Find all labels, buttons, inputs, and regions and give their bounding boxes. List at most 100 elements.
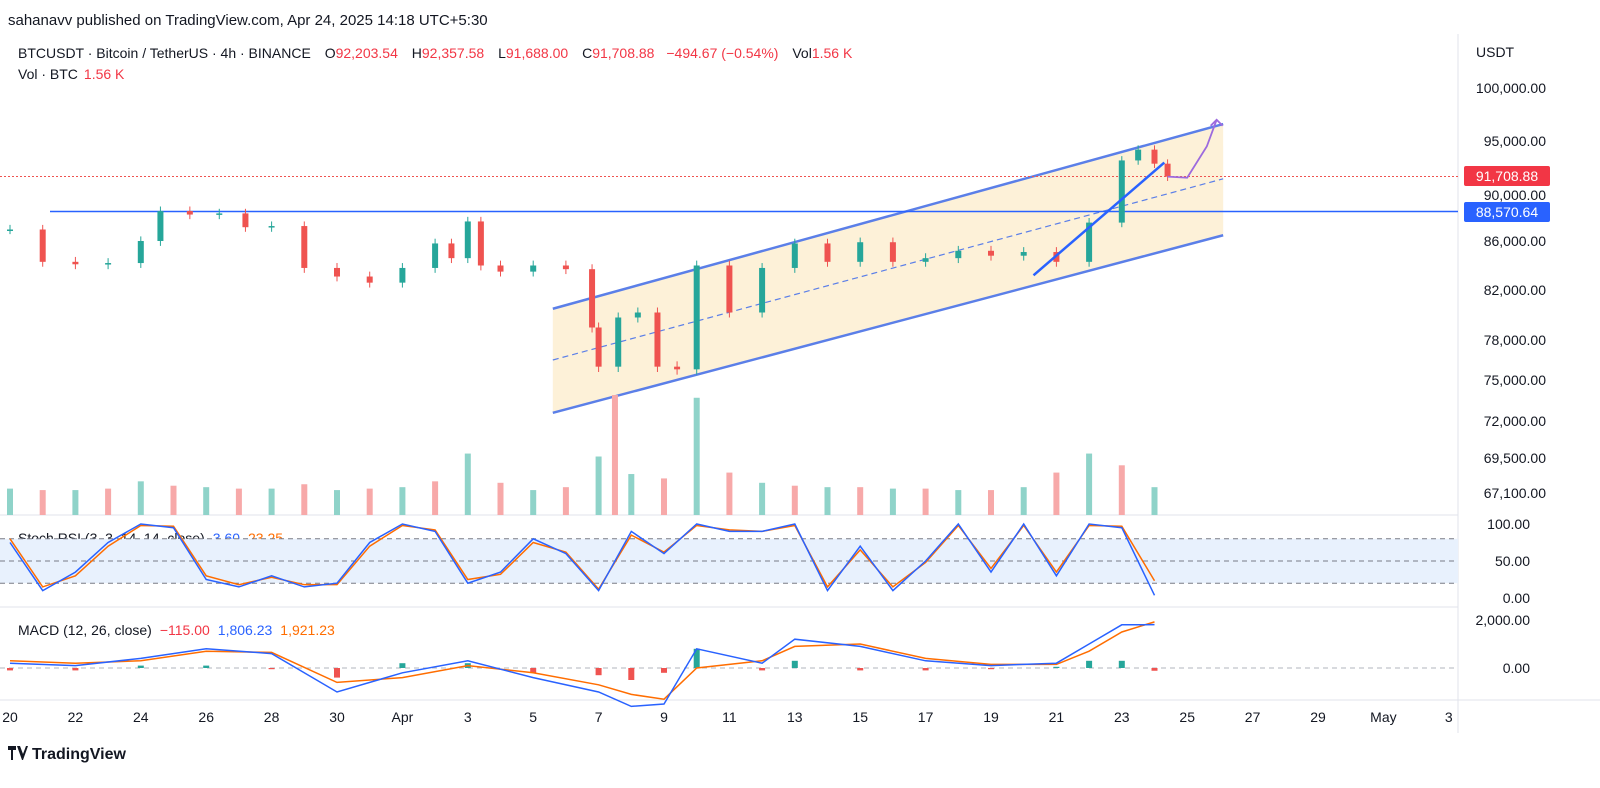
candle-body xyxy=(268,226,275,228)
candle-body xyxy=(589,269,596,328)
close-label: C xyxy=(582,45,593,61)
candle-body xyxy=(448,243,455,259)
candle-body xyxy=(562,265,569,270)
vol-label: Vol xyxy=(792,45,812,61)
macd-label: MACD (12, 26, close) xyxy=(18,622,152,638)
symbol-label: BTCUSDT · Bitcoin / TetherUS · 4h · BINA… xyxy=(18,45,311,61)
volume-bar xyxy=(857,487,864,515)
low-label: L xyxy=(498,45,506,61)
candle-body xyxy=(477,221,484,266)
volume-bar xyxy=(105,488,112,515)
volume-bar xyxy=(824,487,831,515)
macd-hist-bar xyxy=(530,668,537,673)
volume-bar xyxy=(399,487,406,515)
macd-hist-bar xyxy=(1086,660,1093,668)
candle-body xyxy=(791,243,798,268)
open-value: 92,203.54 xyxy=(335,45,398,61)
macd-hist-bar xyxy=(595,668,602,676)
projection-arrowhead xyxy=(1209,118,1224,127)
volume-legend: Vol · BTC 1.56 K xyxy=(18,66,124,82)
currency-unit[interactable]: USDT xyxy=(1476,44,1515,60)
volume-bar xyxy=(562,487,569,515)
macd-hist-bar xyxy=(137,665,144,668)
channel-lower-line xyxy=(552,234,1224,415)
stoch-k-line xyxy=(9,522,1156,596)
macd-hist-bar xyxy=(661,668,667,673)
macd-hist-bar xyxy=(268,668,275,670)
date-tick-label: 22 xyxy=(68,709,84,725)
date-tick-label: 3 xyxy=(464,709,472,725)
candle-body xyxy=(693,265,700,370)
volume-bar xyxy=(791,485,798,515)
macd-hist-bar xyxy=(693,648,700,668)
candle-body xyxy=(39,229,46,262)
candle-body xyxy=(1164,163,1171,177)
date-tick-label: 30 xyxy=(329,709,345,725)
close-value: 91,708.88 xyxy=(592,45,655,61)
macd-hist-bar xyxy=(72,668,79,671)
macd-hist-bar xyxy=(988,668,994,670)
candle-body xyxy=(595,327,602,367)
volume-bar xyxy=(464,453,471,515)
date-tick-label: Apr xyxy=(392,709,414,725)
volume-bar xyxy=(759,482,766,515)
open-label: O xyxy=(324,45,336,61)
volume-bar xyxy=(922,488,929,515)
candle-body xyxy=(137,241,144,264)
macd-hist-value: −115.00 xyxy=(159,622,210,638)
candle-body xyxy=(157,211,164,241)
volume-bar xyxy=(203,487,210,515)
macd-tick-label: 0.00 xyxy=(1503,660,1530,676)
candle-body xyxy=(922,258,929,262)
candle-body xyxy=(301,226,308,268)
candle-body xyxy=(497,265,504,272)
candle-body xyxy=(334,267,340,277)
candle-body xyxy=(674,366,681,370)
candle-body xyxy=(857,242,864,262)
macd-hist-bar xyxy=(759,668,766,671)
date-tick-label: 9 xyxy=(660,709,668,725)
channel-upper-line xyxy=(552,122,1224,310)
price-tick-label: 90,000.00 xyxy=(1484,187,1546,203)
macd-hist-bar xyxy=(628,668,635,680)
candle-body xyxy=(216,213,223,215)
volume-bar xyxy=(628,474,635,515)
candle-body xyxy=(654,312,661,367)
date-tick-label: 7 xyxy=(595,709,603,725)
volume-bar xyxy=(137,481,144,515)
date-tick-label: 27 xyxy=(1245,709,1261,725)
date-tick-label: 24 xyxy=(133,709,149,725)
volume-bar xyxy=(39,490,46,515)
volume-bar xyxy=(1151,487,1158,515)
volume-bar xyxy=(693,397,700,515)
macd-hist-bar xyxy=(791,660,798,668)
volume-bar xyxy=(1053,472,1060,515)
last-price-tag: 91,708.88 xyxy=(1464,166,1550,186)
date-tick-label: 28 xyxy=(264,709,280,725)
projection-arrow xyxy=(1167,119,1218,179)
channel-fill xyxy=(552,124,1224,413)
low-value: 91,688.00 xyxy=(505,45,569,61)
price-tick-label: 95,000.00 xyxy=(1484,133,1546,149)
date-tick-label: 3 xyxy=(1445,709,1453,725)
volume-bar xyxy=(170,485,177,515)
high-label: H xyxy=(411,45,422,61)
date-tick-label: May xyxy=(1370,709,1396,725)
published-text: sahanavv published on TradingView.com, A… xyxy=(8,12,488,29)
date-tick-label: 20 xyxy=(2,709,18,725)
channel-mid-line xyxy=(552,178,1224,361)
candle-body xyxy=(955,250,962,259)
candle-body xyxy=(1135,149,1142,161)
macd-signal-value: 1,921.23 xyxy=(280,622,335,638)
macd-hist-bar xyxy=(203,665,210,668)
volume-bar xyxy=(268,488,275,515)
volume-bar xyxy=(7,488,13,515)
macd-hist-bar xyxy=(399,663,406,668)
price-tick-label: 100,000.00 xyxy=(1476,80,1546,96)
candle-body xyxy=(72,261,79,265)
footer-brand[interactable]: TradingView xyxy=(8,746,126,764)
date-tick-label: 29 xyxy=(1310,709,1326,725)
volume-bar xyxy=(611,395,618,515)
tradingview-logo-icon xyxy=(8,746,28,760)
